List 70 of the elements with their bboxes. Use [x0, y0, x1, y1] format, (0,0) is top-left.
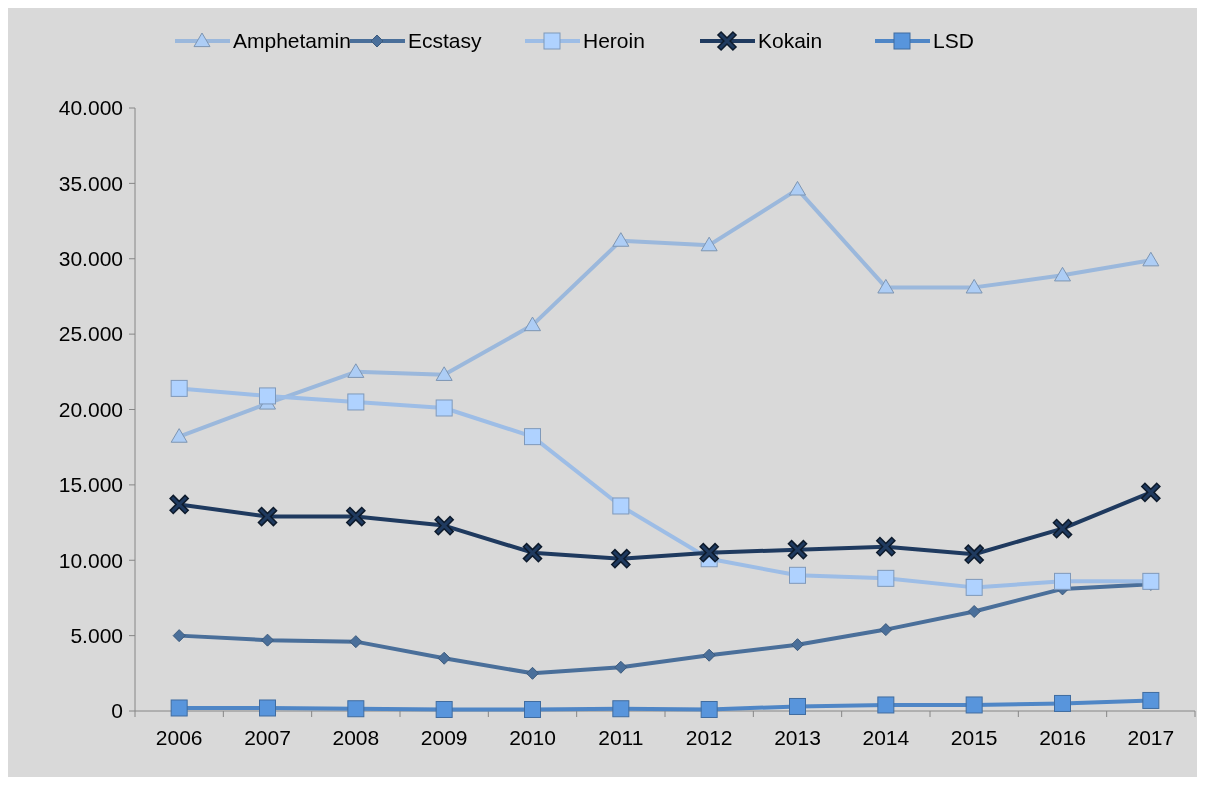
point: [877, 696, 895, 714]
point: [965, 696, 983, 714]
point: [612, 700, 630, 718]
point: [524, 316, 541, 332]
x-tick-label: 2011: [598, 726, 644, 749]
legend-label: Ecstasy: [408, 29, 483, 53]
point: [170, 428, 188, 443]
y-tick-label: 40.000: [58, 96, 123, 120]
point: [1142, 691, 1160, 709]
x-tick-label: 2009: [420, 726, 468, 749]
point: [612, 232, 630, 247]
point: [791, 638, 804, 652]
point: [702, 648, 716, 662]
point: [172, 629, 186, 643]
point: [435, 700, 453, 718]
y-tick-label: 30.000: [58, 247, 123, 271]
point: [1142, 251, 1160, 267]
point: [1054, 572, 1071, 590]
x-tick-label: 2017: [1127, 726, 1175, 749]
legend-label: LSD: [933, 29, 974, 53]
point: [700, 700, 718, 718]
point: [1054, 694, 1071, 712]
point: [1142, 572, 1160, 590]
point: [261, 633, 274, 647]
point: [789, 180, 806, 196]
point: [170, 699, 188, 717]
point: [789, 566, 806, 584]
point: [612, 497, 630, 515]
y-tick-label: 5.000: [70, 623, 123, 647]
x-tick-label: 2014: [862, 726, 910, 749]
point: [347, 363, 365, 378]
legend-label: Heroin: [583, 29, 645, 53]
point: [1054, 266, 1071, 282]
x-tick-label: 2015: [950, 726, 998, 749]
point: [347, 393, 365, 411]
point: [524, 428, 541, 446]
point: [524, 700, 541, 718]
point: [877, 278, 895, 294]
point: [435, 366, 453, 381]
y-tick-label: 15.000: [58, 473, 123, 497]
point: [259, 699, 276, 717]
point: [700, 236, 718, 252]
point: [526, 666, 539, 680]
y-tick-label: 10.000: [58, 548, 123, 572]
y-tick-label: 0: [111, 699, 123, 723]
point: [347, 700, 365, 718]
legend-label: Kokain: [758, 29, 823, 53]
y-tick-label: 35.000: [58, 171, 123, 195]
y-tick-label: 20.000: [58, 397, 123, 421]
point: [614, 660, 628, 674]
point: [965, 278, 983, 294]
point: [877, 569, 895, 587]
point: [437, 651, 451, 665]
x-tick-label: 2012: [685, 726, 733, 749]
x-tick-label: 2007: [244, 726, 291, 749]
legend-label: Amphetamin: [233, 29, 351, 53]
point: [259, 387, 276, 405]
y-tick-label: 25.000: [58, 322, 123, 346]
point: [967, 605, 981, 619]
point: [435, 399, 453, 417]
x-tick-label: 2006: [155, 726, 203, 749]
x-tick-label: 2016: [1039, 726, 1086, 749]
point: [170, 379, 188, 397]
point: [789, 697, 806, 715]
x-tick-label: 2010: [509, 726, 556, 749]
point: [879, 623, 893, 637]
x-tick-label: 2008: [332, 726, 380, 749]
point: [349, 635, 363, 649]
x-tick-label: 2013: [774, 726, 821, 749]
point: [965, 578, 983, 596]
